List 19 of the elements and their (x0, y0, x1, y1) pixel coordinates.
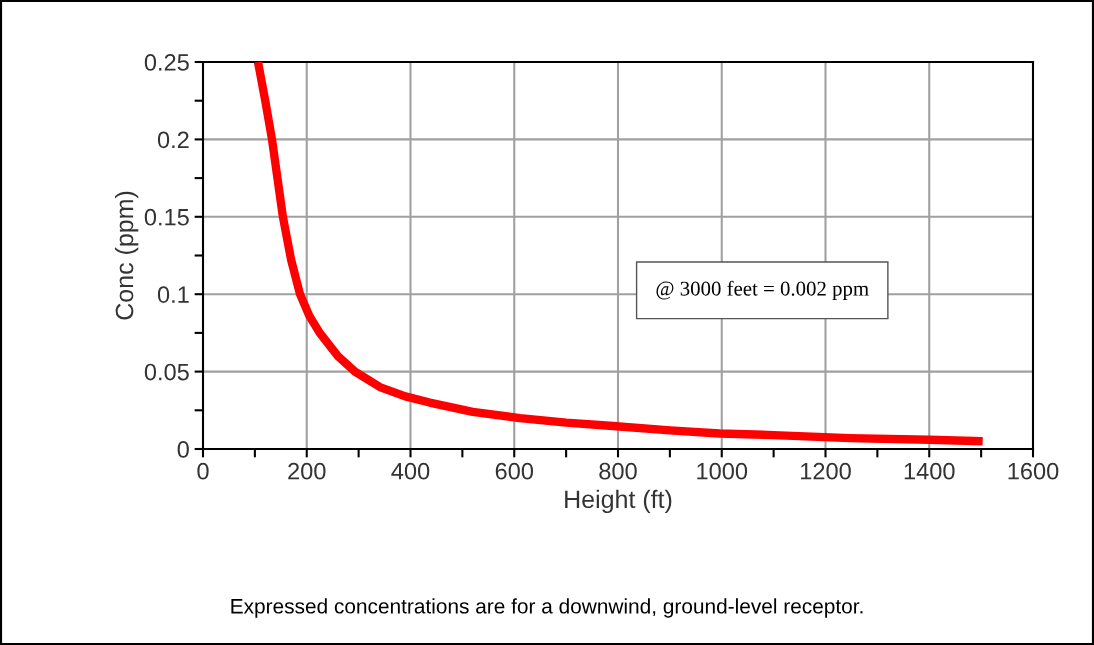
y-tick-label: 0.15 (144, 208, 189, 226)
y-axis-title: Conc (ppm) (115, 191, 139, 320)
x-tick-label: 1200 (801, 462, 851, 480)
x-tick-label: 400 (391, 462, 430, 480)
x-tick-label: 600 (495, 462, 534, 480)
y-tick-label: 0 (177, 441, 189, 458)
y-tick-label: 0.05 (144, 363, 189, 381)
y-tick-label: 0.25 (144, 54, 189, 71)
x-tick-label: 0 (197, 462, 209, 480)
y-tick-label: 0.1 (157, 286, 189, 303)
x-axis-title: Height (ft) (565, 489, 672, 514)
x-tick-label: 800 (599, 462, 637, 480)
x-tick-label: 200 (288, 462, 326, 480)
y-tick-label: 0.2 (157, 131, 189, 149)
x-tick-label: 1600 (1008, 462, 1059, 480)
annotation: @ 3000 feet = 0.002 ppm (656, 280, 869, 300)
x-tick-label: 1000 (697, 462, 748, 480)
text: Expressed concentrations are for a downwind, ground-level receptor. (231, 598, 863, 618)
x-tick-label: 1400 (904, 462, 955, 480)
